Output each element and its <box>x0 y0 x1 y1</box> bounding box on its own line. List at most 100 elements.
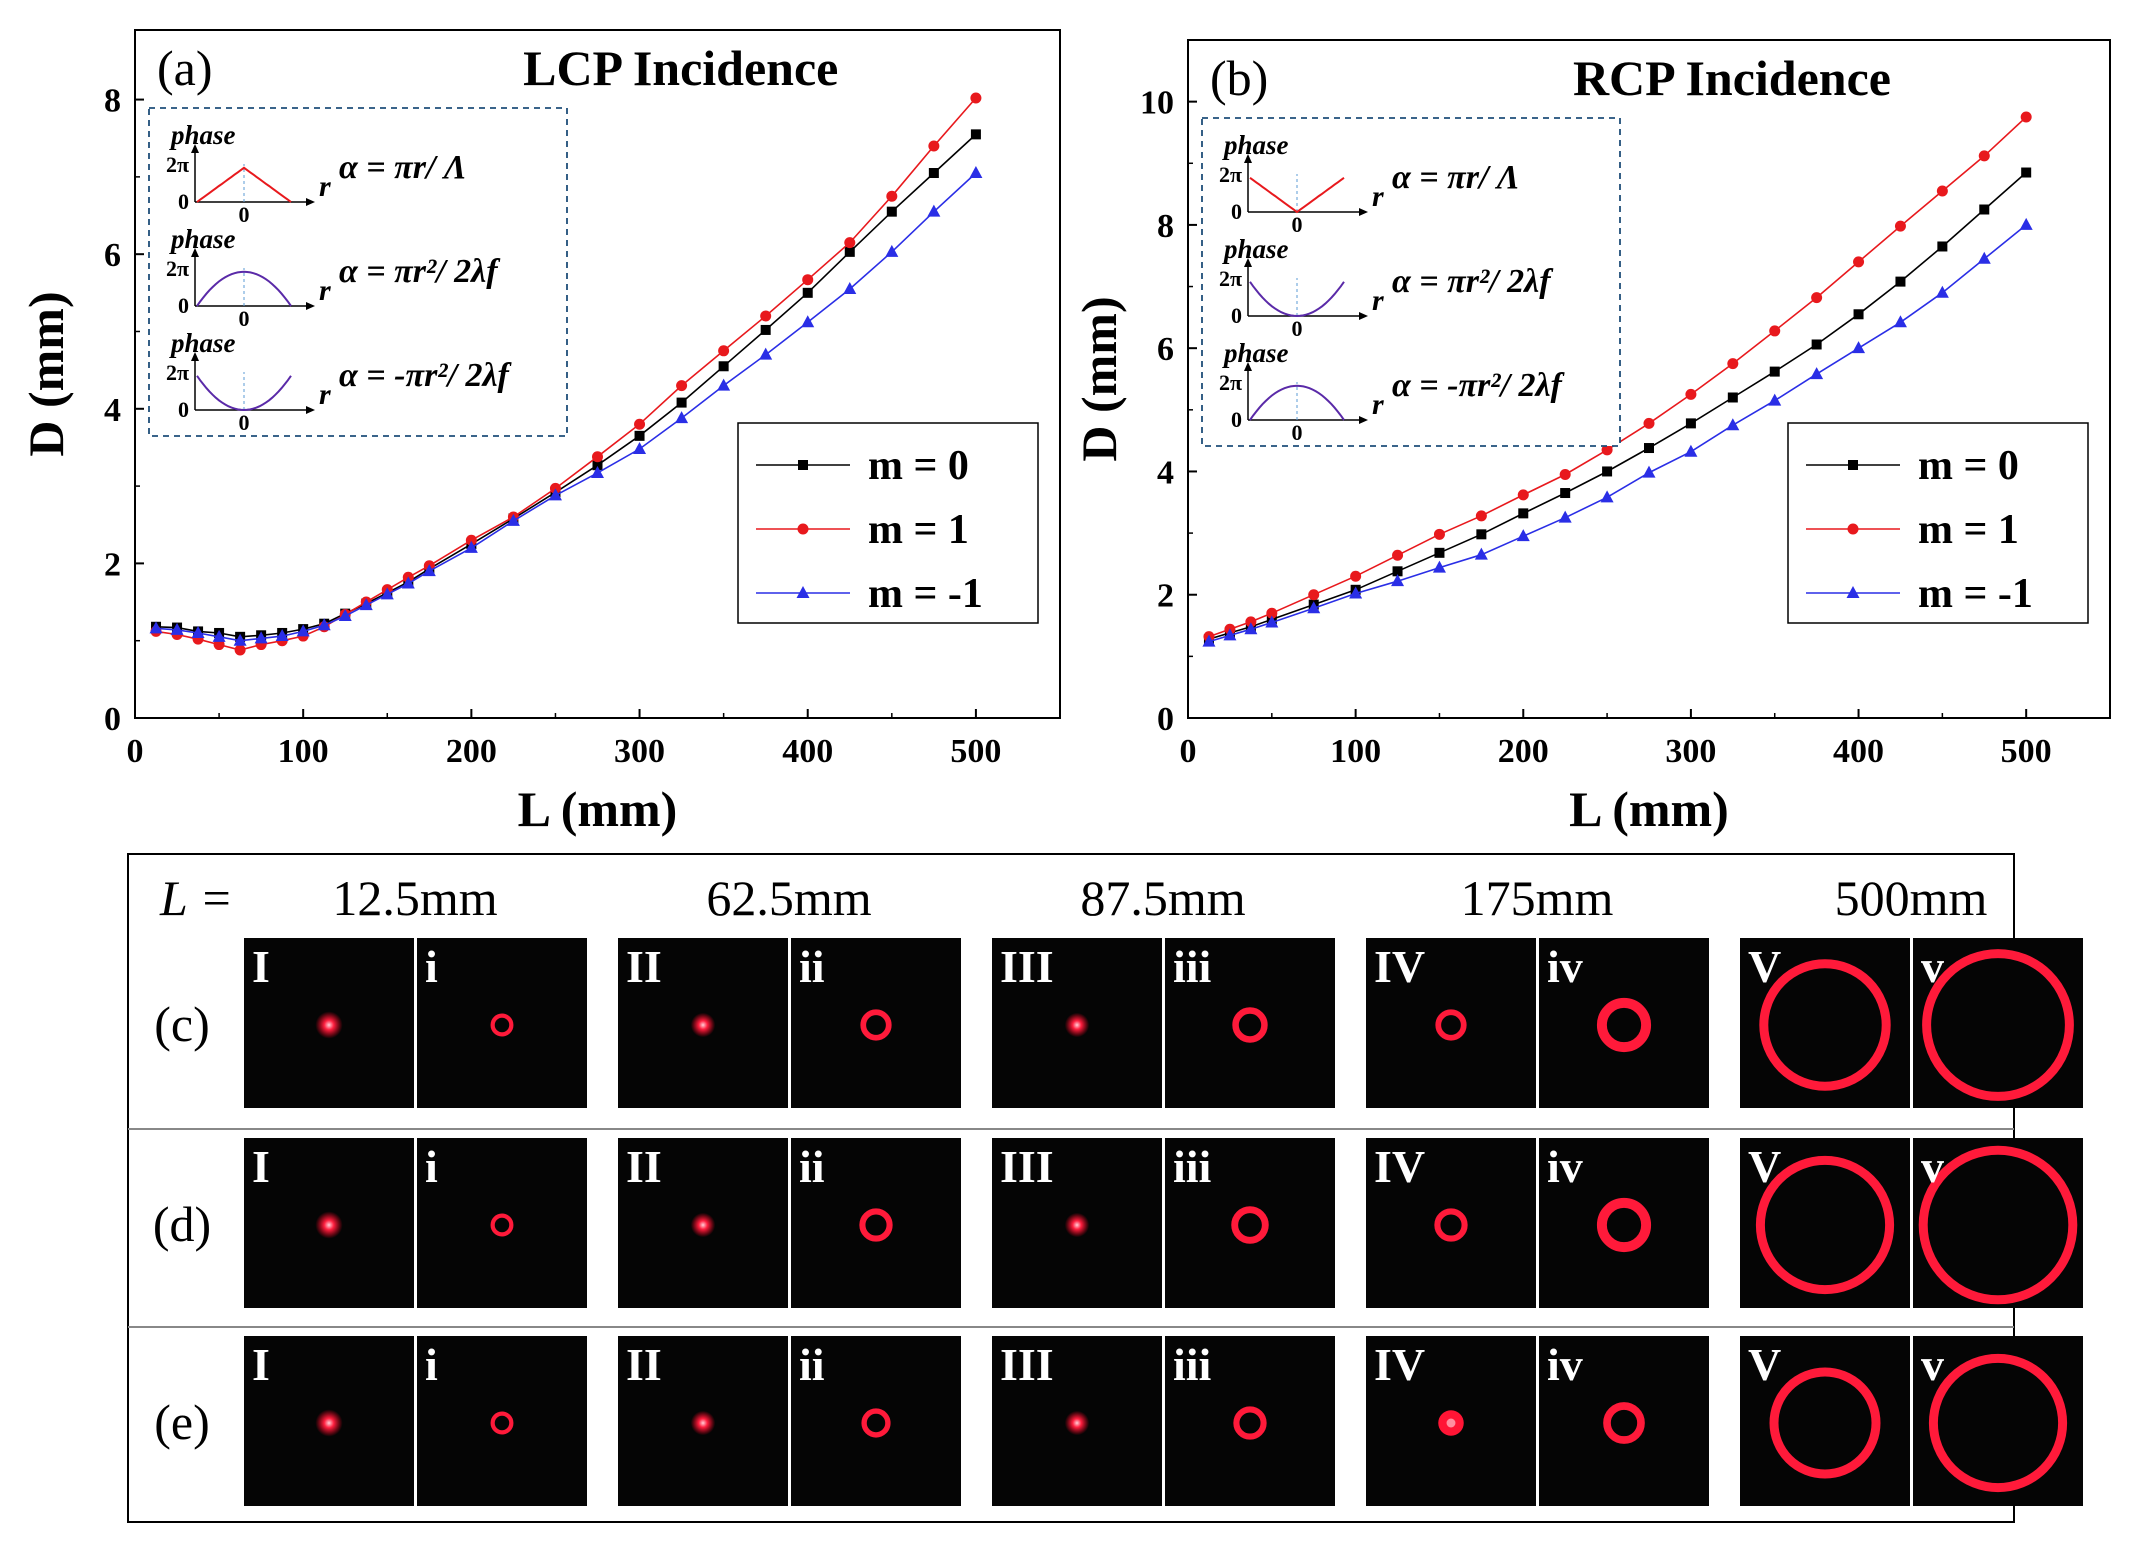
legend-marker <box>1846 586 1860 598</box>
data-point-s2-8 <box>317 618 331 631</box>
beam-image <box>1366 938 1536 1108</box>
beam-image-label: I <box>252 1339 270 1390</box>
beam-spot <box>690 1212 716 1238</box>
data-point-s1-19 <box>1936 185 1948 197</box>
inset-r-label: r <box>1372 284 1384 317</box>
y-tick-label: 2 <box>1157 578 1174 615</box>
beam-image-label: III <box>1000 941 1054 992</box>
y-tick-label: 10 <box>1140 85 1174 122</box>
row-label: (c) <box>154 996 210 1052</box>
x-tick-label: 200 <box>1498 733 1549 770</box>
beam-spot <box>690 1410 716 1436</box>
plot-frame <box>134 29 1061 719</box>
data-point-s2-22 <box>801 315 815 328</box>
chart-a: 0 100 200 300 400 500 0 2 4 6 8 L (mm) D (mm) (a) LCP … <box>18 29 1061 837</box>
data-point-s0-21 <box>760 324 771 335</box>
data-point-s2-11 <box>1600 490 1614 503</box>
data-point-s1-8 <box>1475 510 1487 522</box>
data-point-s2-0 <box>1202 634 1216 647</box>
data-point-s2-17 <box>1852 341 1866 354</box>
plot-frame <box>1187 39 2111 719</box>
inset-r-label: r <box>319 378 331 411</box>
beam-image <box>1740 1138 1910 1308</box>
inset-y-arrow <box>191 144 199 153</box>
data-point-s0-17 <box>592 460 603 471</box>
data-point-s1-4 <box>1308 589 1320 601</box>
inset-r-label: r <box>319 170 331 203</box>
beam-ring <box>1434 1208 1468 1242</box>
beam-image-label: iv <box>1547 941 1583 992</box>
inset-x-zero: 0 <box>1292 212 1303 237</box>
beam-image-label: ii <box>799 1339 825 1390</box>
series-line-1 <box>1208 116 2027 638</box>
beam-ring <box>1596 997 1652 1053</box>
x-axis-label: L (mm) <box>518 781 678 837</box>
legend-marker <box>797 523 809 535</box>
inset-r-label: r <box>1372 388 1384 421</box>
y-tick-label: 4 <box>1157 454 1174 491</box>
y-axis-label: D (mm) <box>1071 296 1127 461</box>
data-point-s0-16 <box>1811 339 1822 350</box>
data-point-s1-6 <box>1392 549 1404 561</box>
beam-image-label: II <box>626 941 662 992</box>
beam-image <box>417 1138 587 1308</box>
legend-label: m = 1 <box>868 507 969 553</box>
beam-image-label: iv <box>1547 1141 1583 1192</box>
inset-phase-label: phase <box>169 328 236 358</box>
panel-label: (b) <box>1210 50 1268 106</box>
data-point-s0-25 <box>928 168 939 179</box>
beam-image-label: V <box>1748 1339 1781 1390</box>
data-point-s2-13 <box>422 564 436 577</box>
data-point-s2-10 <box>1558 510 1572 523</box>
beam-image-label: I <box>252 1141 270 1192</box>
legend-marker <box>798 460 808 470</box>
l-label: L = <box>159 870 233 926</box>
inset-phase-label: phase <box>1222 234 1289 264</box>
beam-image <box>1165 1138 1335 1308</box>
data-point-s2-17 <box>591 465 604 478</box>
beam-ring <box>1233 1406 1267 1440</box>
row-label: (e) <box>154 1394 210 1450</box>
series-line-2 <box>1208 224 2027 643</box>
data-point-s0-23 <box>844 246 855 257</box>
data-point-s1-25 <box>928 140 940 152</box>
inset-x-zero: 0 <box>239 202 250 227</box>
beam-ring <box>490 1411 514 1435</box>
beam-spot <box>315 1211 343 1239</box>
data-point-s2-20 <box>1977 251 1991 264</box>
data-point-s0-21 <box>2021 167 2032 178</box>
beam-ring <box>859 1208 893 1242</box>
data-point-s1-13 <box>1685 388 1697 400</box>
data-point-s1-21 <box>2020 111 2032 123</box>
beam-image <box>1539 1336 1709 1506</box>
legend-label: m = 0 <box>868 443 969 489</box>
beam-image <box>1539 1138 1709 1308</box>
data-point-s0-14 <box>1727 392 1738 403</box>
legend-marker <box>796 586 810 598</box>
data-point-s0-9 <box>1518 508 1529 519</box>
beam-image-label: v <box>1921 941 1944 992</box>
legend-label: m = -1 <box>868 571 983 617</box>
data-point-s2-10 <box>359 598 373 611</box>
data-point-s2-2 <box>191 625 205 638</box>
data-point-s0-7 <box>1434 547 1445 558</box>
data-point-s2-6 <box>275 629 289 642</box>
data-point-s2-5 <box>254 631 268 644</box>
inset-y-arrow <box>191 352 199 361</box>
data-point-s2-23 <box>843 281 857 294</box>
beam-image <box>791 1138 961 1308</box>
inset-box <box>1201 117 1621 447</box>
beam-image-label: V <box>1748 1141 1781 1192</box>
data-point-s2-2 <box>1244 622 1258 635</box>
data-point-s1-7 <box>1433 528 1445 540</box>
beam-spot <box>315 1011 343 1039</box>
data-point-s2-18 <box>1893 315 1907 328</box>
inset-phase-curve <box>1249 281 1345 318</box>
beam-ring <box>1769 1367 1881 1479</box>
data-point-s0-6 <box>1392 566 1403 577</box>
data-point-s2-20 <box>717 378 731 391</box>
beam-ring <box>1232 1007 1268 1043</box>
data-point-s2-21 <box>759 347 773 360</box>
beam-image-label: v <box>1921 1339 1944 1390</box>
